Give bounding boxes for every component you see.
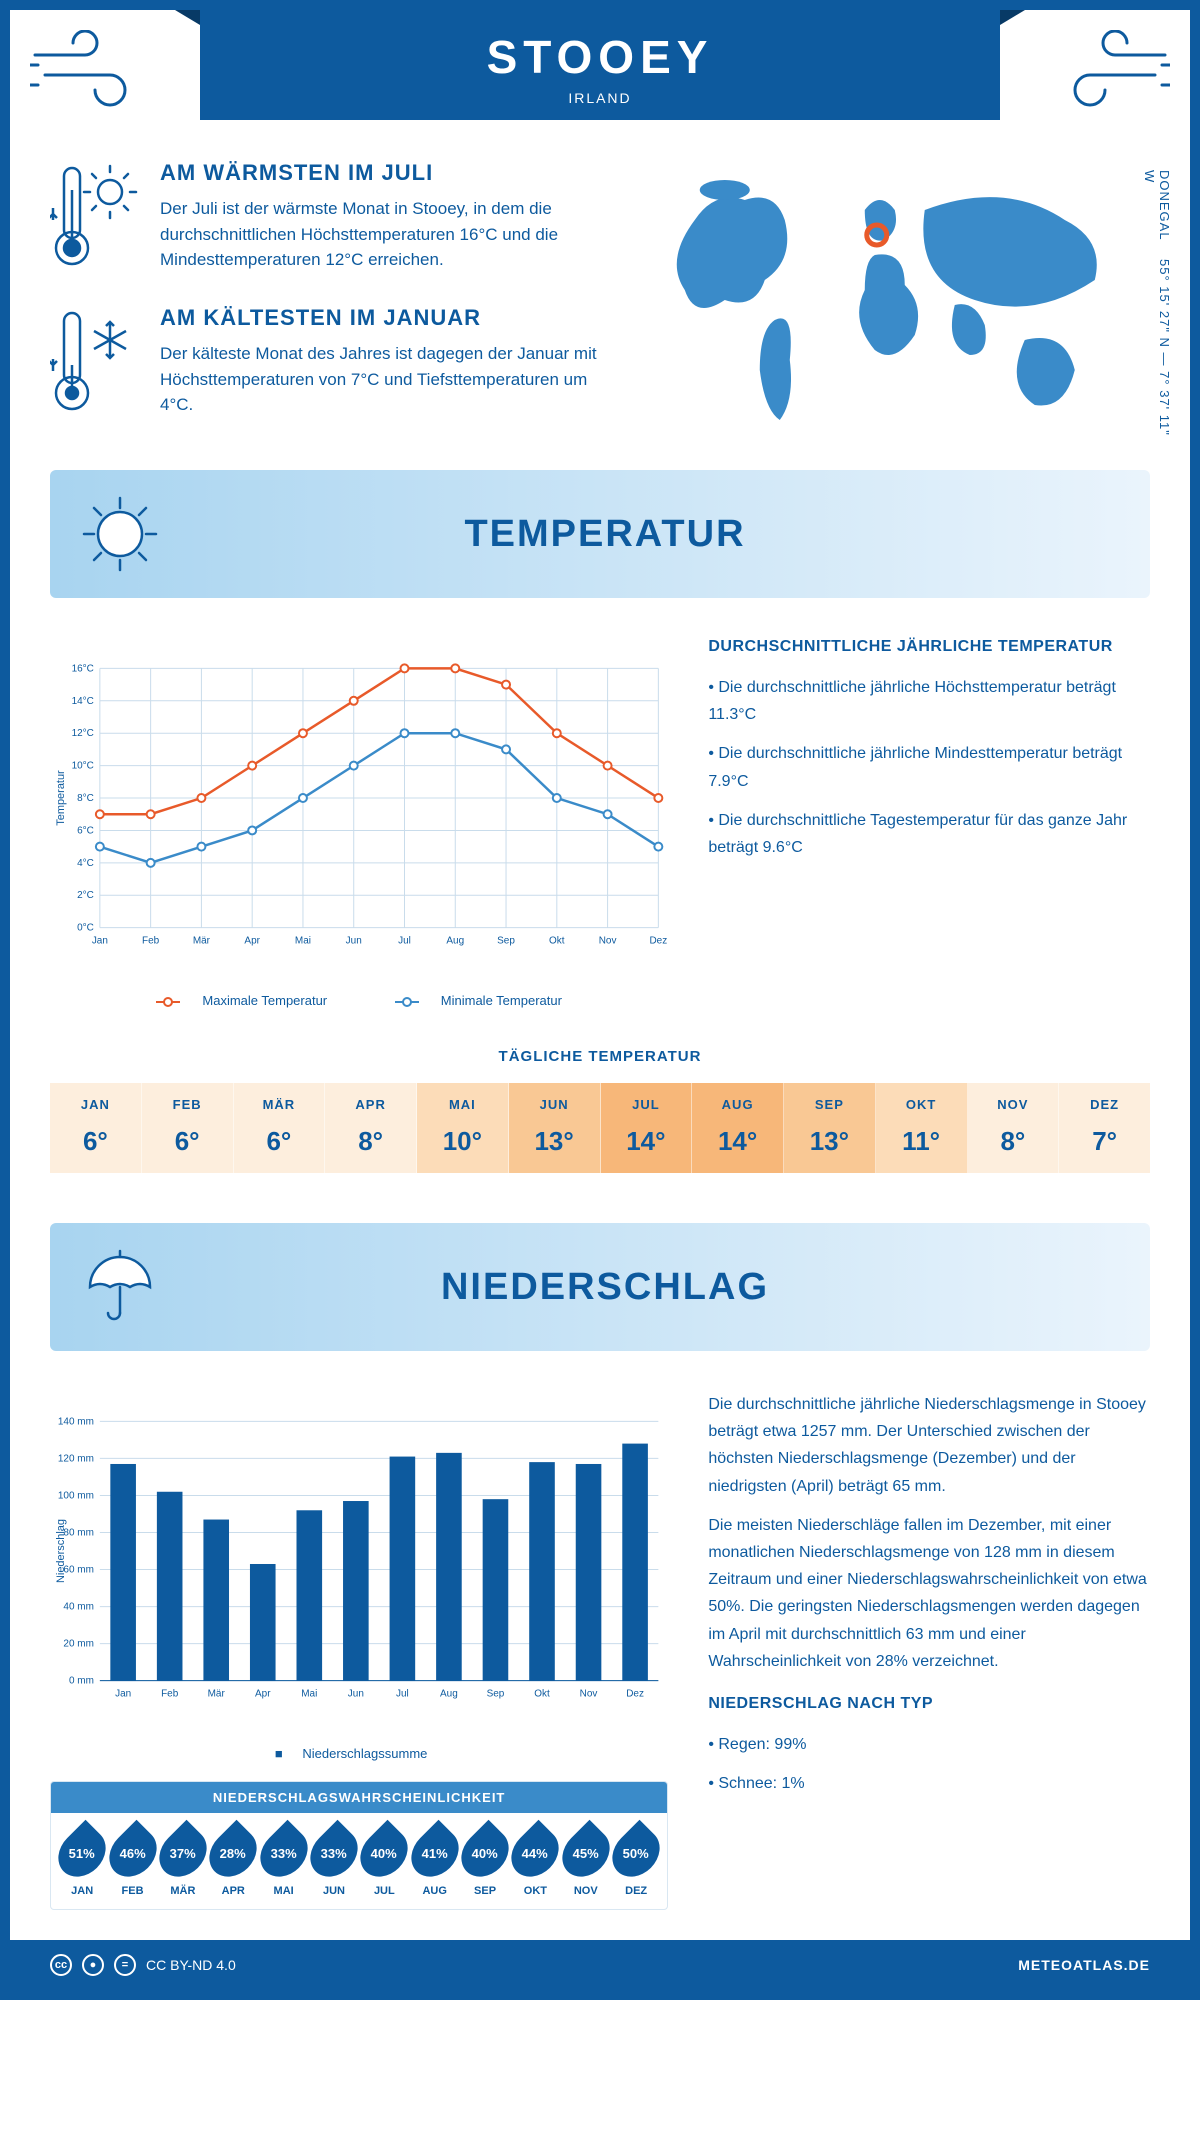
svg-text:12°C: 12°C <box>72 728 94 739</box>
svg-text:Sep: Sep <box>497 936 515 947</box>
svg-text:Feb: Feb <box>142 936 160 947</box>
svg-text:2°C: 2°C <box>77 890 94 901</box>
precipitation-heading: NIEDERSCHLAG <box>190 1266 1020 1309</box>
site-name: METEOATLAS.DE <box>1018 1957 1150 1973</box>
svg-text:0°C: 0°C <box>77 923 94 934</box>
svg-text:8°C: 8°C <box>77 793 94 804</box>
footer: cc ● = CC BY-ND 4.0 METEOATLAS.DE <box>10 1940 1190 1990</box>
svg-text:Aug: Aug <box>440 1689 458 1700</box>
svg-text:Jul: Jul <box>398 936 411 947</box>
coordinates: DONEGAL 55° 15' 27" N — 7° 37' 11" W <box>1142 170 1172 445</box>
svg-text:Feb: Feb <box>161 1689 179 1700</box>
license-text: CC BY-ND 4.0 <box>146 1957 236 1973</box>
svg-text:Aug: Aug <box>446 936 464 947</box>
cc-icon: cc <box>50 1954 72 1976</box>
svg-text:Dez: Dez <box>626 1689 644 1700</box>
location-country: IRLAND <box>230 90 970 106</box>
svg-text:80 mm: 80 mm <box>63 1527 93 1538</box>
svg-text:Temperatur: Temperatur <box>55 770 67 826</box>
svg-text:Okt: Okt <box>549 936 565 947</box>
thermometer-snow-icon <box>50 305 140 420</box>
svg-text:Niederschlag: Niederschlag <box>55 1519 67 1583</box>
wind-icon <box>30 30 140 110</box>
svg-text:Nov: Nov <box>599 936 617 947</box>
sun-icon <box>80 494 160 574</box>
header-banner: STOOEY IRLAND <box>200 10 1000 120</box>
coldest-title: AM KÄLTESTEN IM JANUAR <box>160 305 610 331</box>
svg-text:14°C: 14°C <box>72 696 94 707</box>
temperature-chart: 0°C 2°C 4°C 6°C 8°C 10°C 12°C 14°C 16°C Jan Feb Mär… <box>50 638 668 1008</box>
precipitation-section-header: NIEDERSCHLAG <box>50 1223 1150 1351</box>
svg-text:Jun: Jun <box>346 936 362 947</box>
coldest-text: Der kälteste Monat des Jahres ist dagege… <box>160 341 610 418</box>
temperature-summary: DURCHSCHNITTLICHE JÄHRLICHE TEMPERATUR •… <box>708 638 1150 873</box>
umbrella-icon <box>80 1247 160 1327</box>
svg-text:Mär: Mär <box>208 1689 226 1700</box>
svg-text:0 mm: 0 mm <box>69 1676 94 1687</box>
svg-text:10°C: 10°C <box>72 761 94 772</box>
svg-text:100 mm: 100 mm <box>58 1490 94 1501</box>
world-map: DONEGAL 55° 15' 27" N — 7° 37' 11" W <box>640 160 1150 445</box>
svg-text:20 mm: 20 mm <box>63 1639 93 1650</box>
svg-text:Jan: Jan <box>115 1689 131 1700</box>
warmest-block: AM WÄRMSTEN IM JULI Der Juli ist der wär… <box>50 160 610 275</box>
thermometer-sun-icon <box>50 160 140 275</box>
svg-text:Sep: Sep <box>487 1689 505 1700</box>
coldest-block: AM KÄLTESTEN IM JANUAR Der kälteste Mona… <box>50 305 610 420</box>
svg-text:Jun: Jun <box>348 1689 364 1700</box>
svg-text:140 mm: 140 mm <box>58 1416 94 1427</box>
svg-text:Jan: Jan <box>92 936 108 947</box>
location-title: STOOEY <box>230 30 970 84</box>
nd-icon: = <box>114 1954 136 1976</box>
svg-text:40 mm: 40 mm <box>63 1602 93 1613</box>
svg-text:120 mm: 120 mm <box>58 1453 94 1464</box>
daily-temperature-table: TÄGLICHE TEMPERATUR JAN6°FEB6°MÄR6°APR8°… <box>50 1048 1150 1173</box>
warmest-title: AM WÄRMSTEN IM JULI <box>160 160 610 186</box>
svg-text:Jul: Jul <box>396 1689 409 1700</box>
svg-text:Nov: Nov <box>580 1689 598 1700</box>
svg-text:Mai: Mai <box>301 1689 317 1700</box>
wind-icon <box>1060 30 1170 110</box>
svg-text:16°C: 16°C <box>72 663 94 674</box>
precipitation-probability: NIEDERSCHLAGSWAHRSCHEINLICHKEIT 51%JAN46… <box>50 1781 668 1910</box>
svg-text:Mai: Mai <box>295 936 311 947</box>
svg-text:60 mm: 60 mm <box>63 1565 93 1576</box>
svg-text:4°C: 4°C <box>77 858 94 869</box>
temperature-section-header: TEMPERATUR <box>50 470 1150 598</box>
precipitation-summary: Die durchschnittliche jährliche Niedersc… <box>708 1391 1150 1809</box>
svg-text:Mär: Mär <box>193 936 211 947</box>
svg-text:Apr: Apr <box>244 936 260 947</box>
by-icon: ● <box>82 1954 104 1976</box>
svg-text:Dez: Dez <box>649 936 667 947</box>
svg-text:Okt: Okt <box>534 1689 550 1700</box>
precipitation-chart: 0 mm 20 mm 40 mm 60 mm 80 mm 100 mm 120 mm 140 … <box>50 1391 668 1910</box>
svg-text:6°C: 6°C <box>77 825 94 836</box>
svg-text:Apr: Apr <box>255 1689 271 1700</box>
warmest-text: Der Juli ist der wärmste Monat in Stooey… <box>160 196 610 273</box>
temperature-heading: TEMPERATUR <box>190 513 1020 556</box>
